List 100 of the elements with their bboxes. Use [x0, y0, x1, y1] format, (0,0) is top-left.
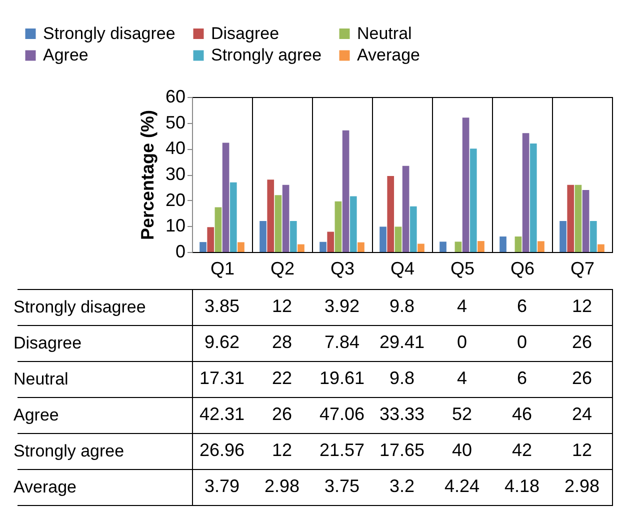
bar [560, 221, 566, 252]
text: Disagree [14, 334, 82, 352]
data-label: 12 [572, 440, 592, 460]
text: Average [14, 478, 77, 496]
data-label: 33.33 [379, 404, 425, 424]
y-tick-label: 40 [165, 138, 186, 158]
data-label: 26 [572, 368, 592, 388]
bar [538, 241, 544, 252]
bar [410, 206, 417, 252]
x-tick-label: Q1 [210, 258, 235, 278]
bar [290, 221, 297, 252]
data-label: 52 [452, 404, 472, 424]
text: Neutral [14, 370, 68, 388]
legend-label: Average [357, 46, 420, 64]
bar [222, 142, 230, 252]
bar [522, 133, 530, 252]
data-label: 12 [572, 296, 592, 316]
bar [267, 180, 274, 252]
bar [470, 148, 477, 252]
text: Strongly disagree [14, 298, 146, 316]
bar [282, 184, 290, 252]
data-label: 19.61 [319, 368, 365, 388]
bar [440, 242, 446, 252]
bar [358, 242, 364, 252]
bar [387, 176, 394, 252]
legend-label: Neutral [357, 24, 412, 43]
data-label: 4.24 [444, 476, 480, 496]
data-label: 21.57 [319, 440, 365, 460]
data-label: 2.98 [564, 476, 600, 496]
data-label: 26.96 [199, 440, 245, 460]
data-label: 3.79 [204, 476, 240, 496]
bar [590, 221, 597, 252]
bar [298, 244, 304, 252]
data-label: 22 [272, 368, 292, 388]
legend-label: Disagree [211, 24, 280, 43]
data-label: 3.85 [204, 296, 240, 316]
bar [274, 195, 282, 252]
data-label: 46 [512, 404, 532, 424]
bar [402, 166, 410, 252]
bar [394, 226, 402, 252]
data-label: 28 [272, 332, 292, 352]
bar [567, 184, 574, 252]
data-label: 9.8 [389, 368, 415, 388]
data-label: 42.31 [199, 404, 245, 424]
bar [342, 130, 350, 252]
data-label: 7.84 [324, 332, 360, 352]
bar [582, 190, 590, 252]
bar [238, 242, 244, 252]
bar [230, 182, 237, 252]
data-label: 26 [272, 404, 292, 424]
data-label: 3.75 [324, 476, 360, 496]
bar [207, 227, 214, 252]
data-label: 29.41 [379, 332, 425, 352]
data-label: 9.8 [389, 296, 415, 316]
data-label: 0 [516, 332, 528, 352]
y-tick-label: 30 [165, 164, 186, 184]
bar [334, 201, 342, 252]
data-label: 24 [572, 404, 592, 424]
data-label: 17.65 [379, 440, 425, 460]
bar [514, 236, 522, 252]
data-label: 26 [572, 332, 592, 352]
data-label: 0 [456, 332, 468, 352]
bar [500, 236, 506, 252]
bar [574, 184, 582, 252]
y-tick-label: 20 [165, 190, 186, 210]
bar [260, 221, 266, 252]
data-label: 17.31 [199, 368, 245, 388]
bar [320, 242, 326, 252]
data-label: 40 [452, 440, 472, 460]
data-label: 4 [456, 368, 468, 388]
x-tick-label: Q7 [570, 258, 595, 278]
legend-label: Agree [43, 46, 88, 64]
data-label: 3.2 [389, 476, 415, 496]
data-label: 2.98 [264, 476, 300, 496]
bar [462, 118, 470, 252]
data-label: 6 [516, 368, 528, 388]
y-tick-label: 10 [165, 216, 186, 236]
x-tick-label: Q4 [390, 258, 415, 278]
bar [454, 242, 462, 252]
data-label: 6 [516, 296, 528, 316]
data-label: 12 [272, 296, 292, 316]
bar [530, 144, 537, 252]
y-axis-title: Percentage (%) [137, 110, 158, 240]
x-tick-label: Q2 [270, 258, 295, 278]
data-label: 9.62 [204, 332, 240, 352]
bar [478, 241, 484, 252]
bar [327, 232, 334, 252]
data-label: 42 [512, 440, 532, 460]
data-label: 4.18 [504, 476, 540, 496]
x-tick-label: Q5 [450, 258, 475, 278]
bar [350, 196, 357, 252]
bar [380, 226, 386, 252]
data-label: 12 [272, 440, 292, 460]
bar [598, 244, 604, 252]
bar [214, 207, 222, 252]
bar [200, 242, 206, 252]
y-tick-label: 0 [175, 242, 186, 262]
x-tick-label: Q6 [510, 258, 535, 278]
text: Agree [14, 406, 59, 424]
data-label: 4 [456, 296, 468, 316]
